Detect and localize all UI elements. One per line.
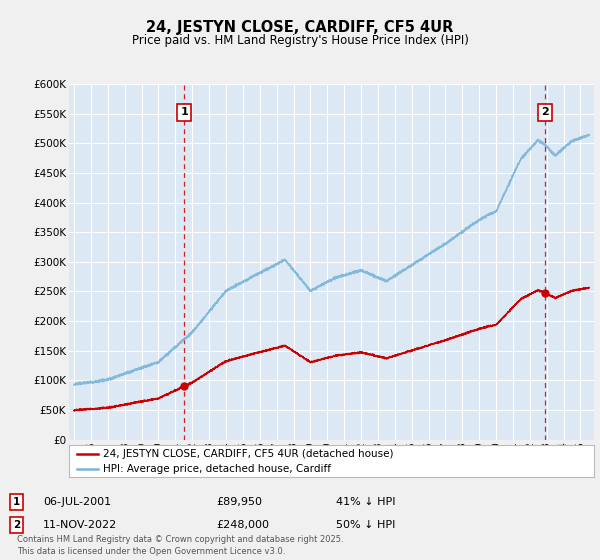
Text: HPI: Average price, detached house, Cardiff: HPI: Average price, detached house, Card… <box>103 464 331 474</box>
Text: 2: 2 <box>13 520 20 530</box>
Text: 24, JESTYN CLOSE, CARDIFF, CF5 4UR (detached house): 24, JESTYN CLOSE, CARDIFF, CF5 4UR (deta… <box>103 449 394 459</box>
Text: £89,950: £89,950 <box>216 497 262 507</box>
Text: 2: 2 <box>541 108 548 118</box>
Text: 50% ↓ HPI: 50% ↓ HPI <box>336 520 395 530</box>
Text: 24, JESTYN CLOSE, CARDIFF, CF5 4UR: 24, JESTYN CLOSE, CARDIFF, CF5 4UR <box>146 20 454 35</box>
Text: 1: 1 <box>13 497 20 507</box>
Text: 11-NOV-2022: 11-NOV-2022 <box>43 520 118 530</box>
Text: Contains HM Land Registry data © Crown copyright and database right 2025.
This d: Contains HM Land Registry data © Crown c… <box>17 535 343 556</box>
Text: £248,000: £248,000 <box>216 520 269 530</box>
Text: 41% ↓ HPI: 41% ↓ HPI <box>336 497 395 507</box>
Text: 06-JUL-2001: 06-JUL-2001 <box>43 497 112 507</box>
Text: 1: 1 <box>181 108 188 118</box>
Text: Price paid vs. HM Land Registry's House Price Index (HPI): Price paid vs. HM Land Registry's House … <box>131 34 469 46</box>
